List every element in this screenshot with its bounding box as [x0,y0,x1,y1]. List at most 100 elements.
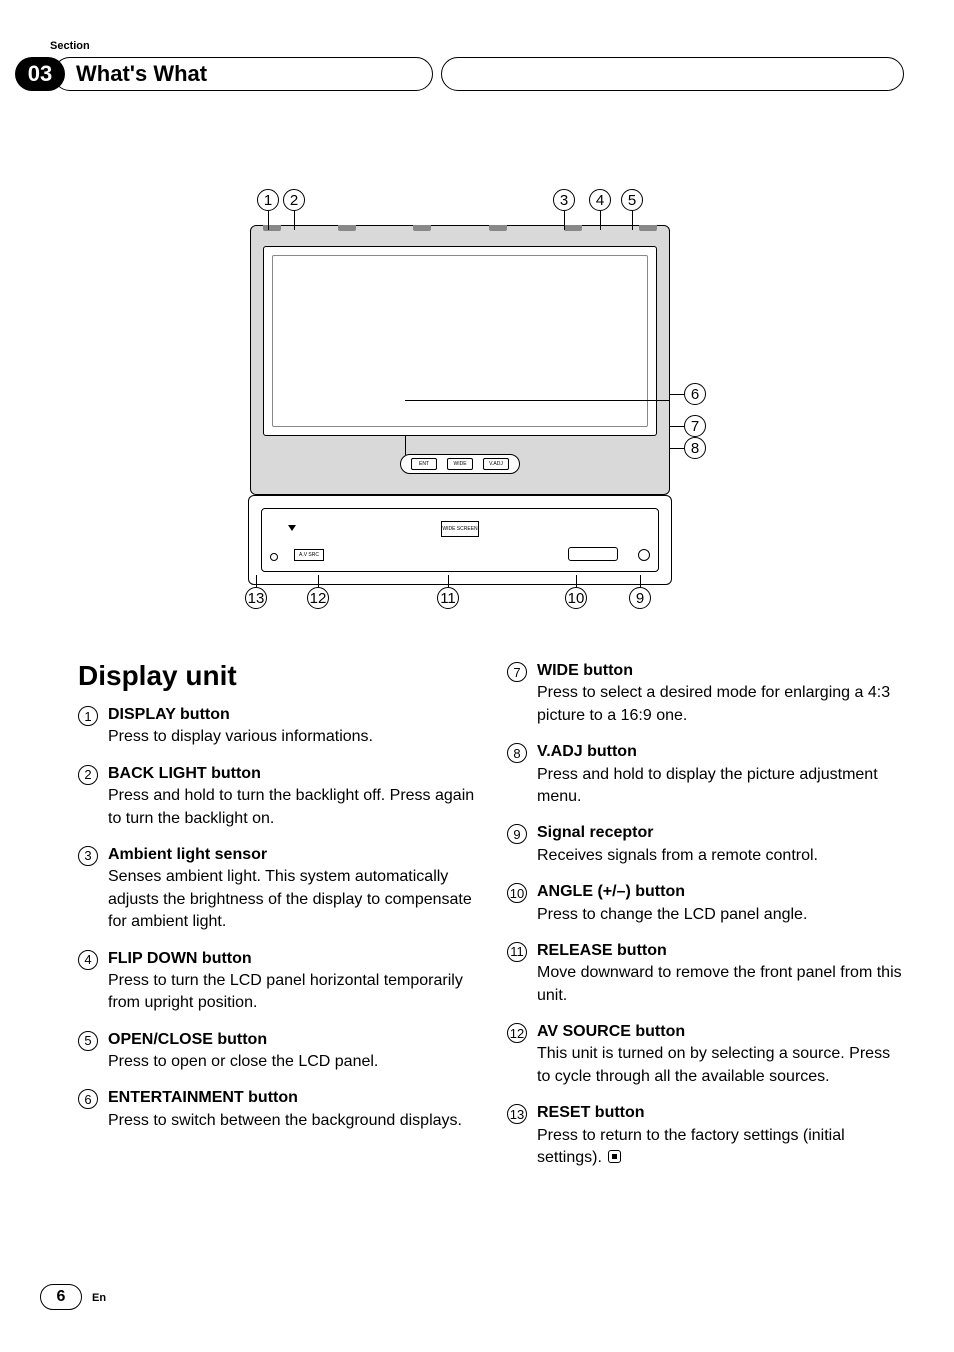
content-columns: Display unit 1DISPLAY buttonPress to dis… [78,660,904,1183]
item-text: AV SOURCE buttonThis unit is turned on b… [537,1021,904,1088]
callout-line [640,575,641,587]
callout-line [632,211,633,230]
item-text: WIDE button Press to select a desired mod… [537,660,904,727]
callout-line [294,211,295,230]
section-title: What's What [53,57,433,91]
item-number: 8 [507,743,527,763]
item-number: 7 [507,662,527,682]
item-title: FLIP DOWN button [108,950,252,967]
callout-number: 2 [283,189,305,211]
item-body: Press to change the LCD panel angle. [537,904,807,926]
list-item: 3 Ambient light sensor Senses ambient ligh… [78,844,475,934]
list-item: 2BACK LIGHT buttonPress and hold to turn… [78,763,475,830]
ent-btn-icon: ENT [411,458,437,470]
item-title: RESET button [537,1104,645,1121]
item-title: ANGLE (+/–) button [537,883,685,900]
item-body: Press to open or close the LCD panel. [108,1051,378,1073]
left-column: Display unit 1DISPLAY buttonPress to dis… [78,660,475,1183]
callout-number: 11 [437,587,459,609]
list-item: 12 AV SOURCE buttonThis unit is turned on… [507,1021,904,1088]
item-text: DISPLAY button Press to display various i… [108,704,373,749]
item-number: 3 [78,846,98,866]
list-item: 1DISPLAY buttonPress to display various … [78,704,475,749]
language-label: En [92,1292,106,1304]
list-item: 8 V.ADJ button Press and hold to display t… [507,741,904,808]
page-number: 6 [40,1284,82,1310]
list-item: 9Signal receptorReceives signals from a … [507,822,904,867]
list-item: 6ENTERTAINMENT buttonPress to switch bet… [78,1087,475,1132]
vadj-btn-icon: V.ADJ [483,458,509,470]
item-body: Press and hold to turn the backlight off… [108,785,475,830]
item-text: FLIP DOWN button Press to turn the LCD pa… [108,948,475,1015]
callout-line [564,211,565,230]
item-title: BACK LIGHT button [108,765,261,782]
callout-line [448,575,449,587]
item-text: OPEN/CLOSE button Press to open or close … [108,1029,378,1074]
list-item: 5 OPEN/CLOSE button Press to open or close… [78,1029,475,1074]
callout-number: 8 [684,437,706,459]
item-number: 12 [507,1023,527,1043]
callout-line [405,400,670,401]
callout-number: 7 [684,415,706,437]
item-title: AV SOURCE button [537,1023,685,1040]
reset-icon [270,553,278,561]
section-label: Section [50,40,90,52]
signal-receptor-icon [638,549,650,561]
callout-number: 13 [245,587,267,609]
item-body: Senses ambient light. This system automa… [108,866,475,933]
header: 03 What's What [15,55,904,93]
callout-line [256,575,257,587]
item-number: 4 [78,950,98,970]
item-number: 11 [507,942,527,962]
callout-number: 9 [629,587,651,609]
item-body: Press and hold to display the picture ad… [537,764,904,809]
callout-line [318,575,319,587]
list-item: 11 RELEASE button Move downward to remove … [507,940,904,1007]
callout-number: 1 [257,189,279,211]
item-text: ANGLE (+/–) button Press to change the LC… [537,881,807,926]
item-number: 5 [78,1031,98,1051]
callout-number: 5 [621,189,643,211]
list-item: 10ANGLE (+/–) buttonPress to change the … [507,881,904,926]
item-text: BACK LIGHT button Press and hold to turn … [108,763,475,830]
wide-btn-icon: WIDE [447,458,473,470]
item-number: 13 [507,1104,527,1124]
item-body: Press to return to the factory settings … [537,1125,904,1170]
item-title: DISPLAY button [108,706,230,723]
release-icon [288,525,296,531]
page-footer: 6 En [40,1284,106,1310]
item-number: 6 [78,1089,98,1109]
item-title: Signal receptor [537,824,653,841]
item-text: Ambient light sensor Senses ambient light… [108,844,475,934]
wide-label-icon: WIDE SCREEN [441,521,479,537]
item-body: Press to display various informations. [108,726,373,748]
item-text: Signal receptorReceives signals from a r… [537,822,818,867]
item-body: Move downward to remove the front panel … [537,962,904,1007]
callout-number: 10 [565,587,587,609]
callout-number: 3 [553,189,575,211]
callout-line [670,448,684,449]
angle-control-icon [568,547,618,561]
heading: Display unit [78,660,475,692]
list-item: 7 WIDE button Press to select a desired mo… [507,660,904,727]
callout-line [268,211,269,230]
right-column: 7 WIDE button Press to select a desired mo… [507,660,904,1183]
item-text: RELEASE button Move downward to remove th… [537,940,904,1007]
callout-number: 6 [684,383,706,405]
callout-line [600,211,601,230]
item-body: Press to select a desired mode for enlar… [537,682,904,727]
avsrc-label-icon: A.V SRC [294,549,324,561]
item-text: RESET button Press to return to the facto… [537,1102,904,1169]
item-body: Press to turn the LCD panel horizontal t… [108,970,475,1015]
device-diagram: ENT WIDE V.ADJ WIDE SCREEN A.V SRC 12 345… [230,185,730,615]
item-title: WIDE button [537,662,633,679]
callout-line [405,435,406,455]
callout-line [670,426,684,427]
item-body: Press to switch between the background d… [108,1110,462,1132]
item-title: RELEASE button [537,942,667,959]
item-title: Ambient light sensor [108,846,267,863]
item-title: V.ADJ button [537,743,637,760]
item-title: OPEN/CLOSE button [108,1031,267,1048]
mid-button-row: ENT WIDE V.ADJ [400,454,520,474]
callout-number: 4 [589,189,611,211]
